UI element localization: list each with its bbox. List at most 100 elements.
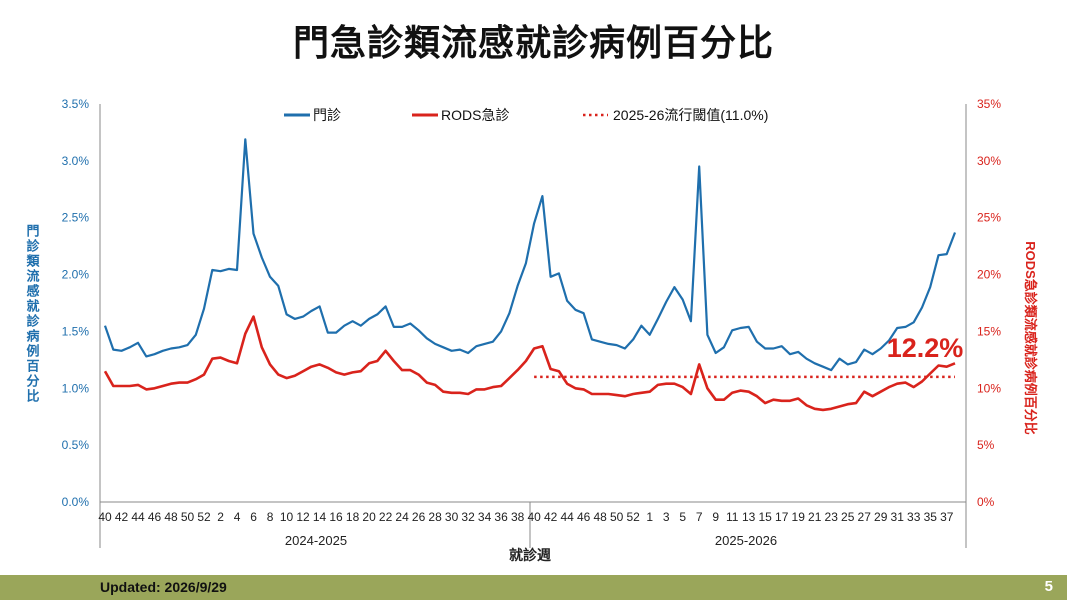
y-axis-right-label: RODS急診類流感就診病例百分比 [1023, 241, 1038, 435]
updated-date: Updated: 2026/9/29 [100, 579, 227, 595]
x-tick-label: 1 [646, 510, 653, 524]
x-tick-label: 13 [742, 510, 756, 524]
x-tick-label: 10 [280, 510, 294, 524]
y-right-tick-label: 0% [977, 495, 995, 509]
x-tick-label: 32 [461, 510, 475, 524]
x-tick-label: 42 [115, 510, 129, 524]
x-tick-label: 27 [858, 510, 872, 524]
x-tick-label: 26 [412, 510, 426, 524]
x-tick-label: 7 [696, 510, 703, 524]
y-left-tick-label: 0.0% [62, 495, 90, 509]
axis-label-char: 感 [26, 284, 39, 299]
x-tick-label: 48 [164, 510, 178, 524]
x-tick-label: 46 [148, 510, 162, 524]
y-right-tick-label: 35% [977, 97, 1001, 111]
x-tick-label: 14 [313, 510, 327, 524]
x-tick-label: 52 [626, 510, 640, 524]
x-tick-label: 37 [940, 510, 954, 524]
y-left-tick-label: 1.5% [62, 324, 90, 338]
x-tick-label: 2 [217, 510, 224, 524]
x-tick-label: 16 [329, 510, 343, 524]
x-tick-label: 6 [250, 510, 257, 524]
x-tick-label: 18 [346, 510, 360, 524]
x-tick-label: 35 [924, 510, 938, 524]
x-tick-label: 22 [379, 510, 393, 524]
x-tick-label: 46 [577, 510, 591, 524]
axis-label-char: 門 [26, 224, 39, 239]
season-label-2025-2026: 2025-2026 [715, 533, 777, 548]
x-tick-label: 30 [445, 510, 459, 524]
x-tick-label: 5 [679, 510, 686, 524]
page-title: 門急診類流感就診病例百分比 [292, 23, 774, 64]
x-tick-label: 38 [511, 510, 525, 524]
y-right-tick-label: 30% [977, 154, 1001, 168]
axis-label-char: 百 [26, 359, 39, 374]
x-tick-label: 44 [560, 510, 574, 524]
y-right-tick-label: 10% [977, 381, 1001, 395]
legend-label-threshold: 2025-26流行閾值(11.0%) [613, 107, 768, 123]
y-left-tick-label: 3.0% [62, 154, 90, 168]
x-tick-label: 9 [712, 510, 719, 524]
y-right-tick-label: 15% [977, 324, 1001, 338]
x-tick-label: 24 [395, 510, 409, 524]
axis-label-char: 診 [26, 314, 40, 329]
x-tick-label: 19 [792, 510, 806, 524]
y-right-tick-label: 25% [977, 211, 1001, 225]
season-label-2024-2025: 2024-2025 [285, 533, 347, 548]
x-axis-label: 就診週 [509, 547, 551, 563]
axis-label-char: 類 [25, 254, 40, 269]
legend-label-outpatient: 門診 [313, 107, 341, 123]
x-tick-label: 44 [131, 510, 145, 524]
x-tick-label: 50 [610, 510, 624, 524]
x-tick-label: 25 [841, 510, 855, 524]
axis-label-char: 例 [26, 344, 39, 359]
x-tick-label: 34 [478, 510, 492, 524]
x-tick-label: 40 [527, 510, 541, 524]
x-tick-label: 36 [494, 510, 508, 524]
y-left-tick-label: 2.0% [62, 268, 90, 282]
x-tick-label: 28 [428, 510, 442, 524]
footer-bar: Updated: 2026/9/29 5 [0, 575, 1067, 600]
axis-label-char: 診 [26, 239, 40, 254]
axis-label-char: 病 [26, 329, 39, 344]
series-line-outpatient [103, 138, 957, 372]
legend: 門診 RODS急診 2025-26流行閾值(11.0%) [284, 107, 768, 123]
axes-group [99, 104, 967, 548]
x-tick-label: 50 [181, 510, 195, 524]
series-line-rods [103, 315, 956, 412]
latest-value-annotation: 12.2% [887, 333, 964, 363]
x-tick-label: 20 [362, 510, 376, 524]
tick-labels-group: 0.0% 0.5% 1.0% 1.5% 2.0% 2.5% 3.0% 3.5% 0% 5% 10% 1… [62, 97, 1002, 524]
x-tick-label: 40 [98, 510, 112, 524]
y-left-tick-label: 3.5% [62, 97, 90, 111]
y-left-tick-label: 2.5% [62, 211, 90, 225]
y-left-tick-label: 0.5% [62, 438, 90, 452]
page-number: 5 [1044, 578, 1053, 595]
series-layer [103, 138, 957, 412]
x-tick-label: 8 [267, 510, 274, 524]
flu-percentage-chart: 0.0% 0.5% 1.0% 1.5% 2.0% 2.5% 3.0% 3.5% 0% 5% 10% 1… [25, 97, 1038, 563]
y-left-tick-label: 1.0% [62, 381, 90, 395]
x-tick-label: 33 [907, 510, 921, 524]
axis-label-char: 比 [26, 389, 39, 404]
x-tick-label: 31 [891, 510, 905, 524]
x-tick-label: 4 [234, 510, 241, 524]
x-tick-label: 12 [296, 510, 310, 524]
y-right-tick-label: 5% [977, 438, 995, 452]
x-tick-label: 29 [874, 510, 888, 524]
x-tick-label: 3 [663, 510, 670, 524]
legend-label-rods: RODS急診 [441, 107, 509, 123]
axis-label-char: 流 [26, 269, 39, 284]
x-tick-label: 11 [726, 510, 739, 524]
x-tick-label: 48 [593, 510, 607, 524]
y-right-tick-label: 20% [977, 268, 1001, 282]
y-axis-right-label-text: RODS急診類流感就診病例百分比 [1023, 241, 1038, 435]
axis-label-char: 就 [26, 299, 39, 314]
x-tick-label: 23 [825, 510, 839, 524]
x-tick-label: 17 [775, 510, 789, 524]
x-tick-label: 52 [197, 510, 211, 524]
axis-label-char: 分 [26, 374, 39, 389]
x-tick-label: 42 [544, 510, 558, 524]
x-tick-label: 21 [808, 510, 822, 524]
